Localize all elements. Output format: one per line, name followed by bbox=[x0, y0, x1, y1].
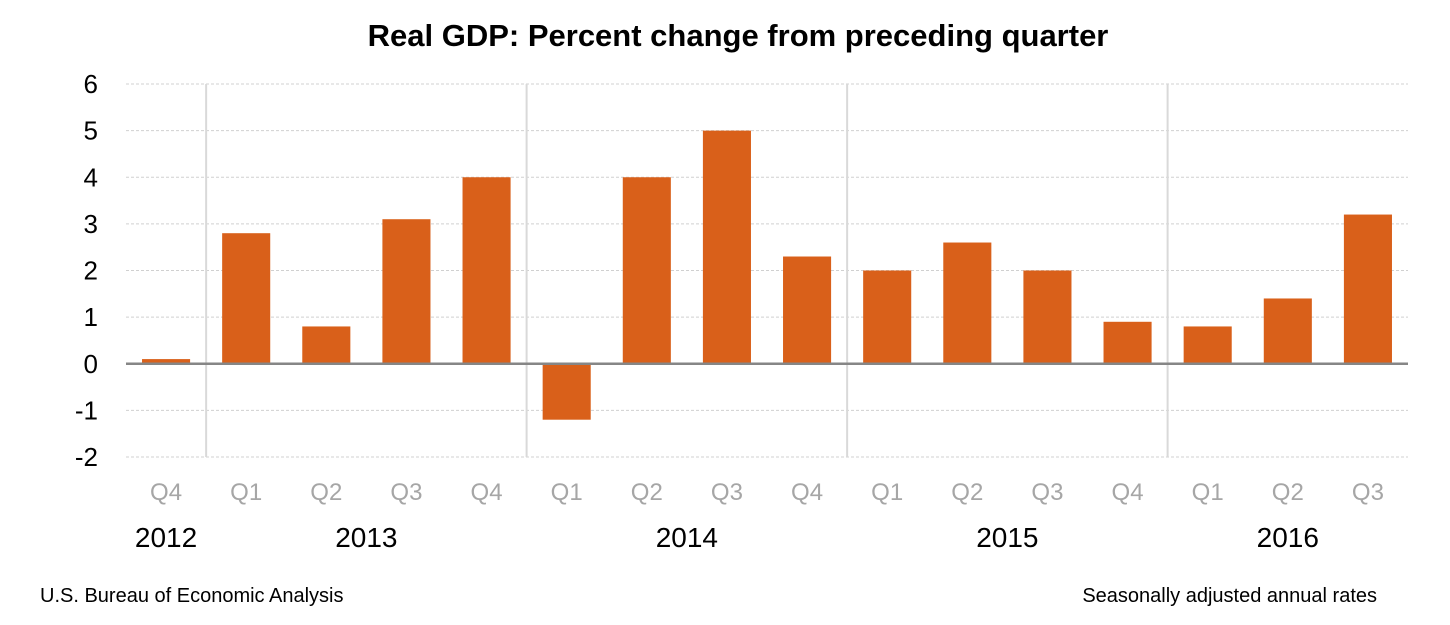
quarter-label: Q3 bbox=[1031, 479, 1063, 506]
y-tick-label: 0 bbox=[84, 349, 98, 379]
bar bbox=[1103, 321, 1152, 364]
quarter-label: Q3 bbox=[711, 479, 743, 506]
year-label: 2013 bbox=[335, 522, 397, 553]
year-labels: 2012 2013 2014 2015 2016 bbox=[135, 522, 1319, 553]
y-tick-label: -1 bbox=[75, 395, 98, 425]
year-label: 2014 bbox=[656, 522, 718, 553]
bar bbox=[943, 242, 992, 364]
year-label: 2015 bbox=[976, 522, 1038, 553]
quarter-label: Q2 bbox=[631, 479, 663, 506]
quarter-label: Q4 bbox=[150, 479, 182, 506]
bar bbox=[542, 363, 591, 420]
quarter-label: Q3 bbox=[1352, 479, 1384, 506]
bar bbox=[1183, 326, 1232, 364]
quarter-label: Q1 bbox=[1192, 479, 1224, 506]
quarter-label: Q1 bbox=[871, 479, 903, 506]
year-label: 2012 bbox=[135, 522, 197, 553]
rate-note: Seasonally adjusted annual rates bbox=[1082, 585, 1377, 607]
bar bbox=[1263, 298, 1312, 364]
bar bbox=[702, 130, 751, 364]
quarter-label: Q4 bbox=[471, 479, 503, 506]
gridlines bbox=[126, 83, 1408, 458]
bar bbox=[1023, 270, 1072, 364]
y-axis-ticks: 6 5 4 3 2 1 0 -1 -2 bbox=[75, 69, 98, 472]
bar bbox=[863, 270, 912, 364]
y-tick-label: 1 bbox=[84, 302, 98, 332]
quarter-label: Q4 bbox=[1112, 479, 1144, 506]
quarter-label: Q3 bbox=[390, 479, 422, 506]
y-tick-label: 3 bbox=[84, 209, 98, 239]
quarter-label: Q2 bbox=[951, 479, 983, 506]
source-note: U.S. Bureau of Economic Analysis bbox=[40, 585, 343, 607]
bar bbox=[142, 359, 191, 364]
quarter-labels: Q4 Q1 Q2 Q3 Q4 Q1 Q2 Q3 Q4 Q1 Q2 Q3 Q4 Q1 Q2 Q3 bbox=[150, 479, 1384, 506]
quarter-label: Q1 bbox=[551, 479, 583, 506]
bar bbox=[222, 233, 271, 364]
chart-title: Real GDP: Percent change from preceding … bbox=[368, 18, 1109, 53]
bars bbox=[142, 130, 1392, 420]
y-tick-label: 5 bbox=[84, 116, 98, 146]
y-tick-label: 2 bbox=[84, 256, 98, 286]
year-label: 2016 bbox=[1257, 522, 1319, 553]
bar bbox=[783, 256, 832, 364]
bar bbox=[382, 219, 431, 364]
year-separators bbox=[205, 84, 1169, 457]
quarter-label: Q4 bbox=[791, 479, 823, 506]
bar bbox=[622, 177, 671, 364]
y-tick-label: 4 bbox=[84, 162, 98, 192]
bar bbox=[462, 177, 511, 364]
bar bbox=[1343, 214, 1392, 364]
quarter-label: Q1 bbox=[230, 479, 262, 506]
y-tick-label: 6 bbox=[84, 69, 98, 99]
bar bbox=[302, 326, 351, 364]
y-tick-label: -2 bbox=[75, 442, 98, 472]
quarter-label: Q2 bbox=[310, 479, 342, 506]
quarter-label: Q2 bbox=[1272, 479, 1304, 506]
